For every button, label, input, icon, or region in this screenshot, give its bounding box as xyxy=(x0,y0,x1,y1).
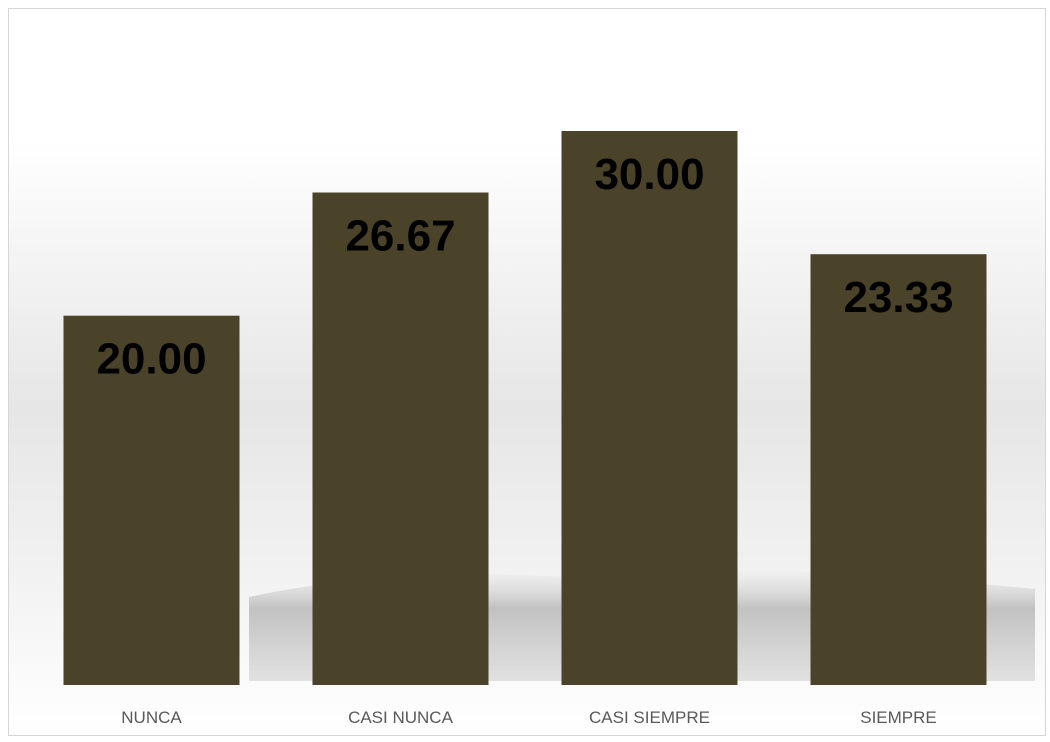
bars-group xyxy=(63,131,987,685)
bar-casi-siempre xyxy=(561,131,738,685)
category-labels-group: NUNCA CASI NUNCA CASI SIEMPRE SIEMPRE xyxy=(121,708,936,727)
data-label-casi-siempre: 30.00 xyxy=(594,150,704,199)
category-label-nunca: NUNCA xyxy=(121,708,182,727)
category-label-casi-siempre: CASI SIEMPRE xyxy=(589,708,710,727)
data-label-nunca: 20.00 xyxy=(96,335,206,384)
bar-siempre xyxy=(810,254,987,685)
bar-casi-nunca xyxy=(312,192,489,685)
data-label-siempre: 23.33 xyxy=(843,273,953,322)
value-labels-group: 20.00 26.67 30.00 23.33 xyxy=(96,150,953,384)
data-label-casi-nunca: 26.67 xyxy=(345,212,455,261)
chart-frame: 20.00 26.67 30.00 23.33 NUNCA CASI NUNCA CASI… xyxy=(8,8,1046,736)
bar-nunca xyxy=(63,315,240,685)
category-label-casi-nunca: CASI NUNCA xyxy=(348,708,454,727)
bar-chart: 20.00 26.67 30.00 23.33 NUNCA CASI NUNCA CASI… xyxy=(9,9,1045,735)
category-label-siempre: SIEMPRE xyxy=(860,708,937,727)
